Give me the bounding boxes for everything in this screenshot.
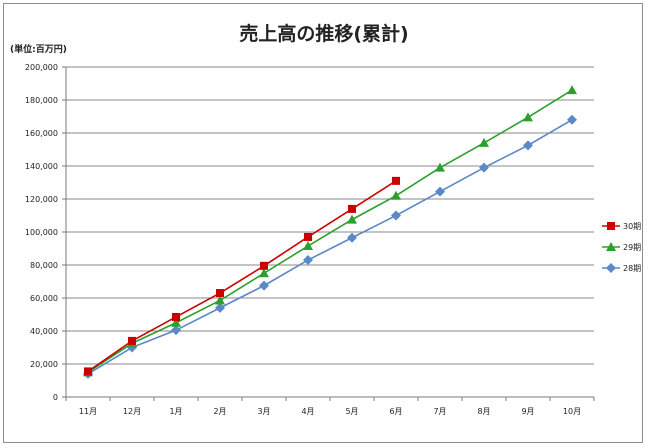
x-tick-label: 6月 bbox=[389, 407, 402, 416]
data-point bbox=[348, 204, 356, 213]
y-tick-label: 180,000 bbox=[25, 96, 58, 105]
data-point bbox=[391, 190, 401, 200]
y-tick-label: 100,000 bbox=[25, 228, 58, 237]
data-point bbox=[479, 162, 489, 173]
y-tick-label: 20,000 bbox=[30, 360, 58, 369]
legend: 30期 29期 28期 bbox=[602, 222, 641, 273]
data-point bbox=[259, 280, 269, 291]
y-tick-label: 200,000 bbox=[25, 63, 58, 72]
data-point bbox=[435, 186, 445, 197]
data-point bbox=[347, 232, 357, 243]
y-tick-label: 160,000 bbox=[25, 129, 58, 138]
data-point bbox=[259, 268, 269, 278]
data-point bbox=[392, 176, 400, 185]
chart-frame: 売上高の推移(累計) (単位:百万円) 0 20,000 40,000 60,000 8… bbox=[3, 3, 643, 443]
legend-marker bbox=[607, 222, 615, 230]
x-tick-label: 7月 bbox=[433, 407, 446, 416]
x-tick-label: 4月 bbox=[301, 407, 314, 416]
unit-label: (単位:百万円) bbox=[10, 43, 67, 55]
series-triangle bbox=[83, 85, 577, 377]
axes bbox=[62, 66, 595, 401]
data-point bbox=[303, 255, 313, 266]
data-point bbox=[567, 85, 577, 95]
data-point bbox=[303, 241, 313, 251]
legend-marker bbox=[606, 242, 616, 251]
data-point bbox=[172, 312, 180, 321]
data-point bbox=[171, 325, 181, 336]
y-tick-label: 40,000 bbox=[30, 327, 58, 336]
data-point bbox=[128, 336, 136, 345]
legend-label: 28期 bbox=[623, 264, 641, 273]
line-chart: 売上高の推移(累計) (単位:百万円) 0 20,000 40,000 60,000 8… bbox=[10, 22, 641, 416]
legend-item: 30期 bbox=[602, 222, 641, 231]
x-tick-label: 1月 bbox=[169, 407, 182, 416]
chart-title: 売上高の推移(累計) bbox=[239, 22, 408, 45]
data-point bbox=[215, 295, 225, 305]
x-tick-label: 10月 bbox=[563, 407, 581, 416]
x-tick-label: 2月 bbox=[213, 407, 226, 416]
series-lines bbox=[83, 85, 577, 379]
legend-label: 30期 bbox=[623, 222, 641, 231]
data-point bbox=[216, 289, 224, 298]
x-tick-label: 8月 bbox=[477, 407, 490, 416]
data-point bbox=[391, 210, 401, 221]
legend-item: 28期 bbox=[602, 263, 641, 273]
y-tick-labels: 0 20,000 40,000 60,000 80,000 100,000 120,000 1… bbox=[25, 63, 58, 402]
data-point bbox=[215, 302, 225, 313]
x-tick-label: 5月 bbox=[345, 407, 358, 416]
series-line bbox=[87, 180, 397, 373]
series-square bbox=[84, 176, 400, 376]
grid-lines bbox=[66, 66, 594, 365]
x-tick-label: 9月 bbox=[521, 407, 534, 416]
data-point bbox=[304, 232, 312, 241]
data-point bbox=[435, 162, 445, 172]
series-line bbox=[87, 119, 573, 375]
legend-marker bbox=[606, 263, 616, 273]
y-tick-label: 0 bbox=[53, 393, 58, 402]
data-point bbox=[171, 317, 181, 327]
data-point bbox=[479, 137, 489, 147]
y-tick-label: 140,000 bbox=[25, 162, 58, 171]
data-point bbox=[523, 140, 533, 151]
data-point bbox=[567, 114, 577, 125]
y-tick-label: 80,000 bbox=[30, 261, 58, 270]
data-point bbox=[347, 214, 357, 224]
x-tick-label: 3月 bbox=[257, 407, 270, 416]
data-point bbox=[523, 112, 533, 122]
legend-item: 29期 bbox=[602, 242, 641, 252]
series-diamond bbox=[83, 114, 577, 379]
data-point bbox=[84, 367, 92, 376]
x-tick-label: 12月 bbox=[123, 407, 141, 416]
y-tick-label: 60,000 bbox=[30, 294, 58, 303]
x-tick-label: 11月 bbox=[79, 407, 97, 416]
data-point bbox=[260, 261, 268, 270]
legend-label: 29期 bbox=[623, 243, 641, 252]
y-tick-label: 120,000 bbox=[25, 195, 58, 204]
x-tick-labels: 11月 12月 1月 2月 3月 4月 5月 6月 7月 8月 9月 10月 bbox=[79, 407, 581, 416]
series-line bbox=[87, 89, 573, 373]
